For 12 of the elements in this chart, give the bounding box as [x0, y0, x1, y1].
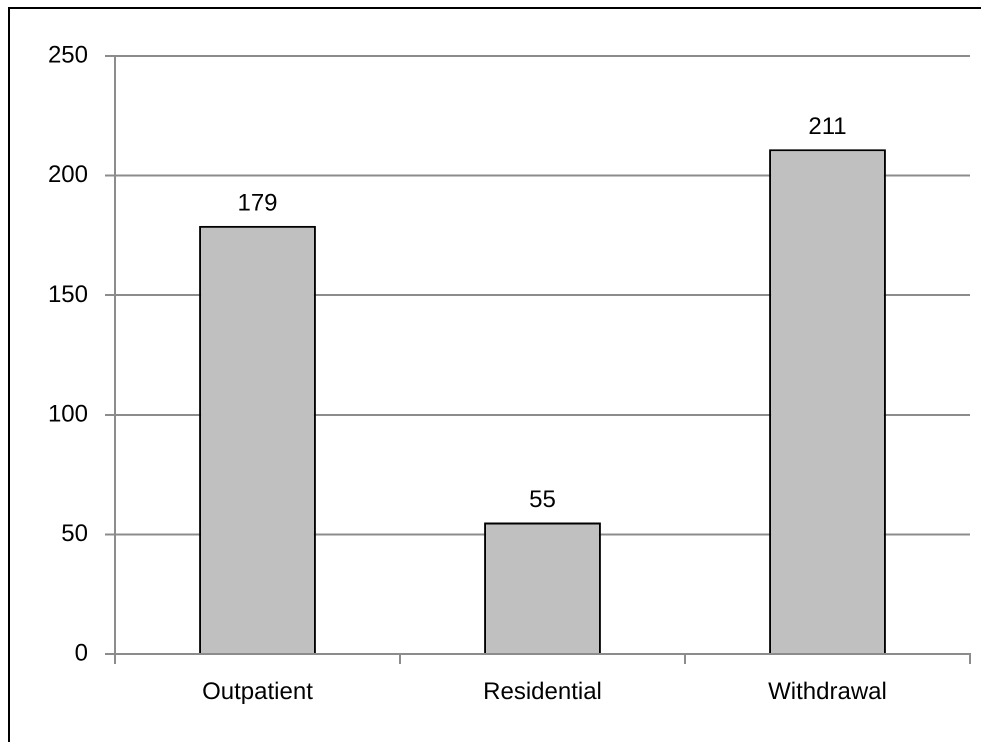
data-label: 55: [529, 486, 556, 514]
y-tick-label: 100: [48, 400, 88, 428]
data-label: 211: [808, 112, 847, 140]
x-tick-label: Residential: [483, 678, 602, 706]
y-tick-label: 0: [74, 640, 88, 667]
x-tick-label: Withdrawal: [768, 678, 887, 706]
y-tick-label: 250: [48, 42, 88, 69]
x-tick-label: Outpatient: [202, 678, 314, 706]
y-tick-label: 150: [48, 280, 88, 308]
y-tick-label: 200: [48, 161, 88, 188]
y-tick-label: 50: [61, 520, 88, 548]
data-label: 179: [237, 189, 278, 216]
